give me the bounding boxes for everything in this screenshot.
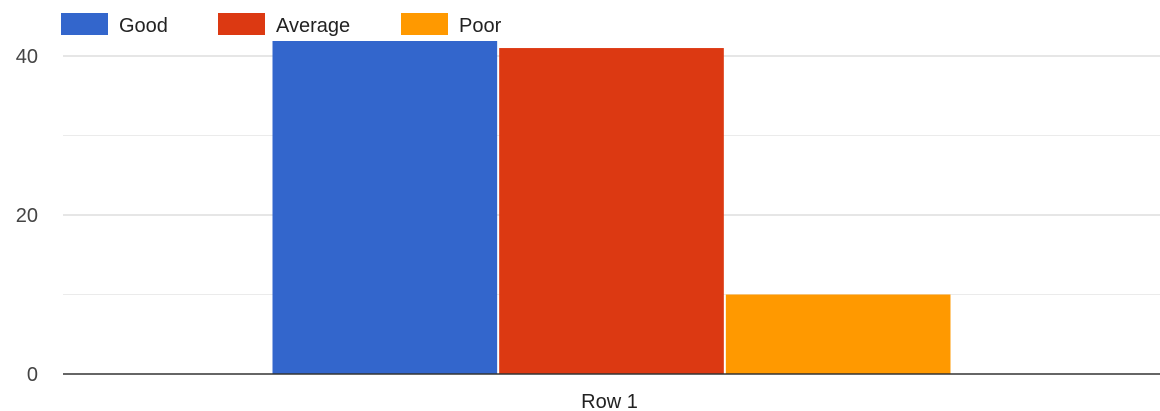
bar-poor-1[interactable] xyxy=(725,294,951,375)
legend-label: Average xyxy=(276,15,350,37)
legend[interactable]: Good Average Poor xyxy=(61,13,502,37)
legend-swatch xyxy=(218,13,265,35)
legend-swatch xyxy=(401,13,448,35)
legend-label: Poor xyxy=(459,15,502,37)
y-tick-label: 40 xyxy=(16,46,38,68)
bars xyxy=(272,41,951,375)
legend-item-good[interactable]: Good xyxy=(61,13,168,37)
x-axis-category-labels: Row 1 xyxy=(581,391,638,411)
bar-good-1[interactable] xyxy=(272,41,498,374)
y-tick-label: 20 xyxy=(16,205,38,227)
legend-item-poor[interactable]: Poor xyxy=(401,13,502,37)
y-axis-tick-labels: 0 20 40 xyxy=(16,46,38,386)
x-category-label: Row 1 xyxy=(581,391,638,411)
legend-label: Good xyxy=(119,15,168,37)
legend-swatch xyxy=(61,13,108,35)
bar-average-1[interactable] xyxy=(499,48,724,375)
y-tick-label: 0 xyxy=(27,364,38,386)
legend-item-average[interactable]: Average xyxy=(218,13,350,37)
